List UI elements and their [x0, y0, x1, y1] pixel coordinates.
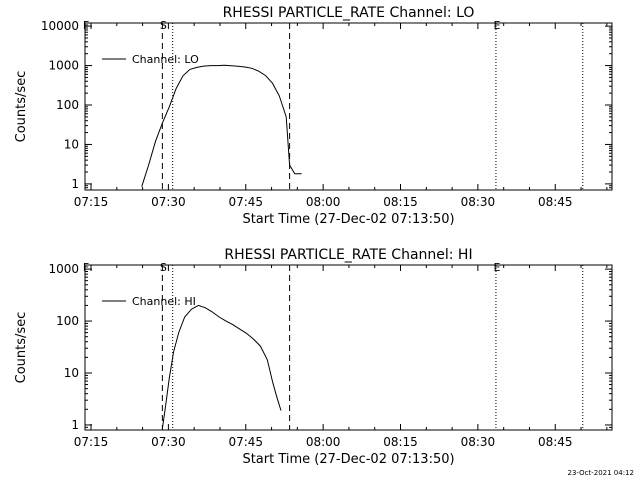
x-axis-label: Start Time (27-Dec-02 07:13:50): [242, 452, 454, 467]
chart-title: RHESSI PARTICLE_RATE Channel: LO: [223, 5, 475, 21]
event-marker-label: S: [160, 19, 167, 32]
x-tick-label: 08:30: [461, 435, 496, 449]
y-tick-label: 1: [71, 418, 79, 432]
y-tick-label: 100: [56, 314, 79, 328]
legend-label: Channel: HI: [132, 295, 196, 308]
y-tick-label: 1000: [48, 262, 79, 276]
series-line: [141, 64, 302, 187]
axes-frame: [84, 264, 613, 431]
x-tick-label: 08:15: [383, 435, 418, 449]
x-axis-label: Start Time (27-Dec-02 07:13:50): [242, 212, 454, 227]
x-tick-label: 07:45: [228, 435, 263, 449]
event-marker-label: E: [493, 261, 500, 274]
legend-label: Channel: LO: [132, 53, 199, 66]
x-tick-label: 08:45: [538, 195, 573, 209]
y-axis-label: Counts/sec: [14, 312, 29, 384]
timestamp: 23-Oct-2021 04:12: [567, 469, 634, 477]
y-tick-label: 1000: [48, 59, 79, 73]
chart-title: RHESSI PARTICLE_RATE Channel: HI: [224, 247, 472, 263]
event-marker-label: E: [493, 19, 500, 32]
y-tick-label: 10: [64, 137, 79, 151]
x-tick-label: 08:45: [538, 435, 573, 449]
x-tick-label: 08:00: [306, 195, 341, 209]
x-tick-label: 07:45: [228, 195, 263, 209]
y-tick-label: 1: [71, 177, 79, 191]
event-marker-label: F: [83, 261, 89, 274]
x-tick-label: 07:30: [151, 435, 186, 449]
axes-frame: [84, 22, 613, 191]
event-marker-label: S: [160, 261, 167, 274]
x-tick-label: 08:00: [306, 435, 341, 449]
y-tick-label: 10000: [41, 19, 79, 33]
event-marker-label: F: [83, 19, 89, 32]
x-tick-label: 08:15: [383, 195, 418, 209]
x-tick-label: 07:15: [74, 435, 109, 449]
y-tick-label: 100: [56, 98, 79, 112]
x-tick-label: 07:30: [151, 195, 186, 209]
y-axis-label: Counts/sec: [14, 71, 29, 143]
x-tick-label: 07:15: [74, 195, 109, 209]
y-tick-label: 10: [64, 366, 79, 380]
x-tick-label: 08:30: [461, 195, 496, 209]
series-line: [161, 304, 282, 429]
